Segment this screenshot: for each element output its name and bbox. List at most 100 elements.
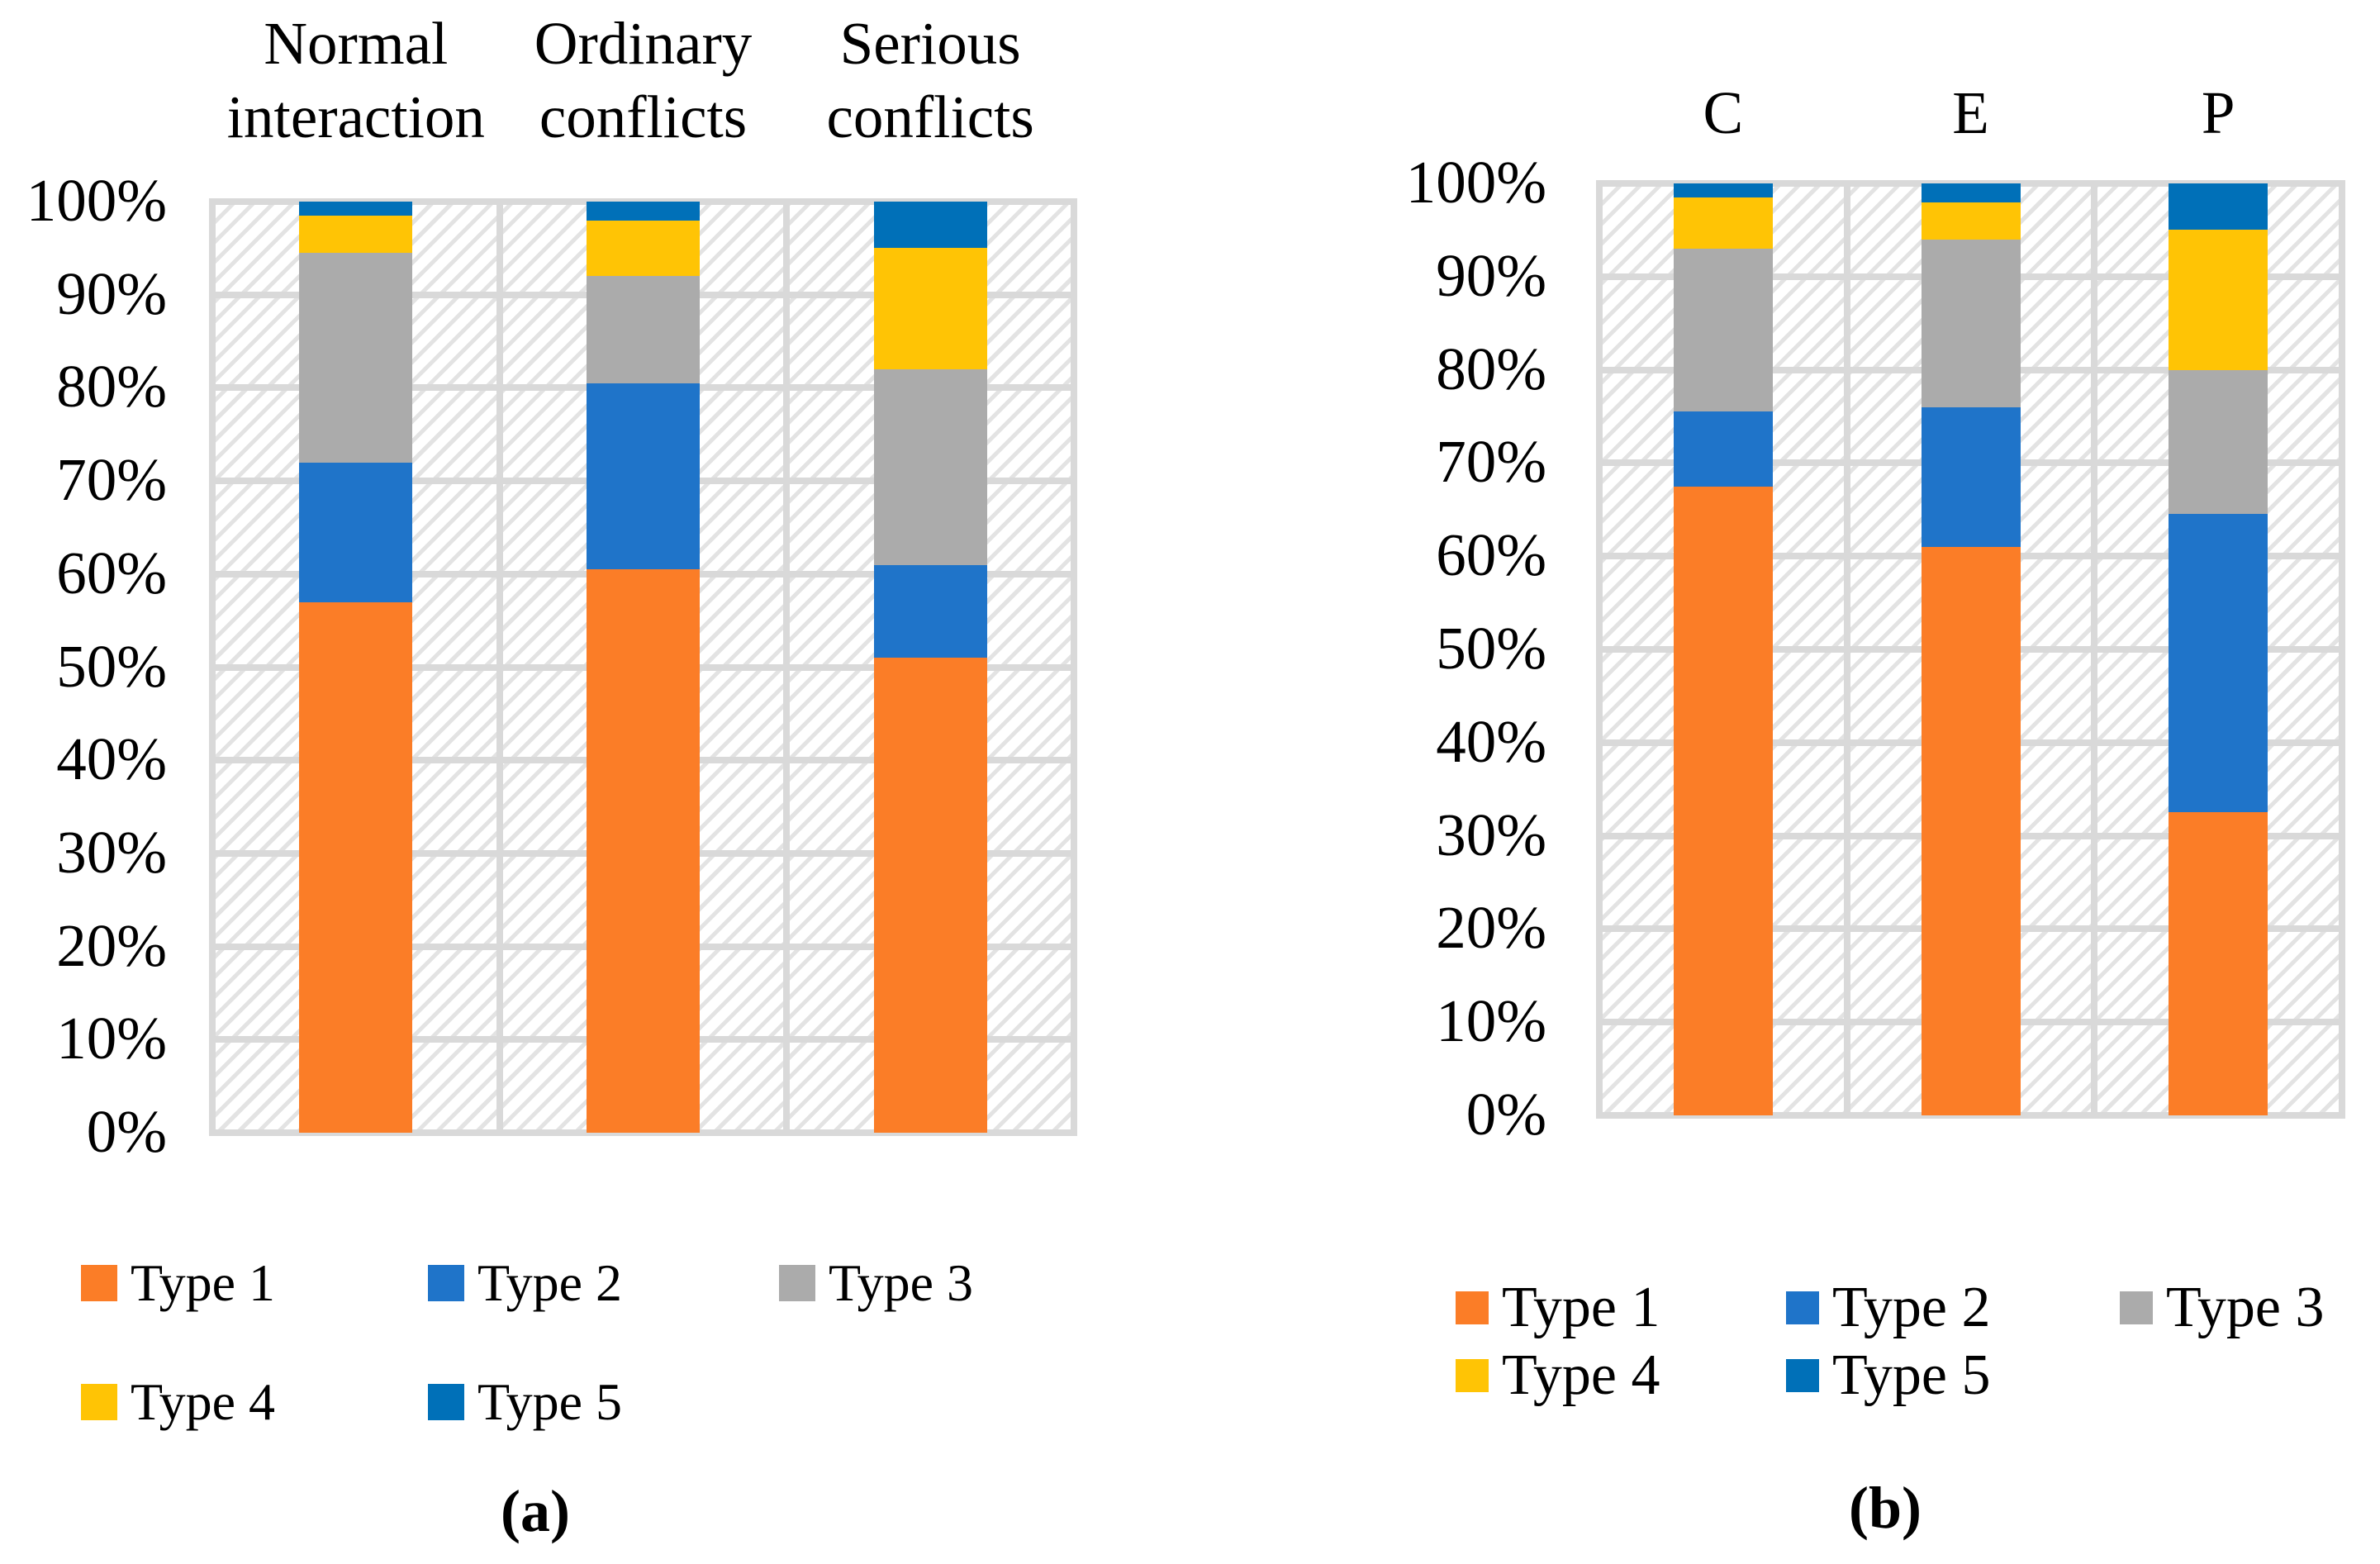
gridline-v-0 (1596, 180, 1603, 1119)
legend-item-type-1: Type 1 (81, 1253, 276, 1312)
segment-ordinary-conflicts-type-3 (587, 276, 700, 383)
y-tick-0: 0% (86, 1098, 167, 1166)
legend-item-type-4: Type 4 (1456, 1343, 1660, 1407)
segment-ordinary-conflicts-type-1 (587, 569, 700, 1133)
segment-c-type-4 (1673, 197, 1773, 249)
legend-swatch-type-1 (81, 1265, 117, 1301)
y-tick-40: 40% (1436, 707, 1546, 775)
segment-normal-interaction-type-2 (299, 462, 413, 602)
y-tick-80: 80% (56, 353, 167, 421)
legend-label-type-1: Type 1 (1502, 1276, 1660, 1339)
legend-swatch-type-3 (2120, 1291, 2153, 1324)
legend-item-type-3: Type 3 (779, 1253, 974, 1312)
y-tick-10: 10% (1436, 987, 1546, 1055)
segment-normal-interaction-type-3 (299, 252, 413, 463)
segment-serious-conflicts-type-4 (873, 248, 987, 369)
y-tick-60: 60% (56, 539, 167, 606)
segment-serious-conflicts-type-2 (873, 564, 987, 658)
segment-ordinary-conflicts-type-2 (587, 383, 700, 570)
legend-label-type-3: Type 3 (829, 1253, 974, 1312)
category-label-ordinary-conflicts: Ordinary conflicts (534, 10, 753, 151)
legend-label-type-4: Type 4 (1502, 1343, 1660, 1407)
segment-c-type-3 (1673, 248, 1773, 412)
legend-label-type-2: Type 2 (1832, 1276, 1991, 1339)
y-tick-30: 30% (1436, 801, 1546, 868)
legend-swatch-type-1 (1456, 1291, 1489, 1324)
segment-serious-conflicts-type-3 (873, 368, 987, 565)
legend-item-type-4: Type 4 (81, 1372, 276, 1431)
category-label-normal-interaction: Normal interaction (226, 10, 485, 151)
segment-e-type-4 (1921, 202, 2021, 240)
segment-c-type-5 (1673, 183, 1773, 197)
legend-swatch-type-4 (81, 1384, 117, 1420)
y-tick-70: 70% (56, 446, 167, 514)
legend-item-type-5: Type 5 (428, 1372, 623, 1431)
segment-p-type-3 (2169, 369, 2268, 515)
segment-e-type-5 (1921, 183, 2021, 202)
y-tick-10: 10% (56, 1005, 167, 1072)
y-tick-90: 90% (56, 259, 167, 327)
segment-p-type-2 (2169, 514, 2268, 813)
segment-ordinary-conflicts-type-5 (587, 202, 700, 221)
gridline-v-1 (496, 198, 503, 1136)
segment-normal-interaction-type-5 (299, 202, 413, 216)
segment-normal-interaction-type-1 (299, 601, 413, 1133)
y-tick-80: 80% (1436, 335, 1546, 402)
gridline-v-2 (783, 198, 791, 1136)
legend-item-type-3: Type 3 (2120, 1276, 2325, 1339)
segment-p-type-5 (2169, 183, 2268, 231)
panel-a-caption: (a) (501, 1478, 570, 1544)
segment-e-type-3 (1921, 239, 2021, 407)
segment-c-type-2 (1673, 411, 1773, 487)
segment-p-type-4 (2169, 230, 2268, 370)
y-tick-0: 0% (1466, 1081, 1546, 1148)
y-tick-30: 30% (56, 818, 167, 886)
segment-e-type-1 (1921, 546, 2021, 1115)
category-label-p: P (2201, 79, 2235, 146)
y-tick-50: 50% (56, 632, 167, 700)
gridline-v-3 (1071, 198, 1077, 1136)
category-label-c: C (1703, 79, 1744, 146)
legend-swatch-type-2 (1786, 1291, 1819, 1324)
legend-label-type-1: Type 1 (131, 1253, 276, 1312)
segment-p-type-1 (2169, 812, 2268, 1115)
y-tick-60: 60% (1436, 521, 1546, 589)
segment-normal-interaction-type-4 (299, 215, 413, 253)
y-tick-50: 50% (1436, 615, 1546, 682)
panel-b-caption: (b) (1849, 1475, 1922, 1541)
y-tick-100: 100% (26, 167, 167, 235)
y-tick-90: 90% (1436, 241, 1546, 309)
legend-item-type-1: Type 1 (1456, 1276, 1660, 1339)
gridline-v-2 (2091, 180, 2098, 1119)
segment-serious-conflicts-type-5 (873, 202, 987, 249)
legend-swatch-type-4 (1456, 1359, 1489, 1392)
legend-item-type-2: Type 2 (428, 1253, 623, 1312)
legend-item-type-5: Type 5 (1786, 1343, 1991, 1407)
segment-ordinary-conflicts-type-4 (587, 220, 700, 277)
legend-label-type-5: Type 5 (1832, 1343, 1991, 1407)
segment-serious-conflicts-type-1 (873, 658, 987, 1133)
y-tick-20: 20% (56, 911, 167, 979)
gridline-v-1 (1843, 180, 1850, 1119)
segment-c-type-1 (1673, 486, 1773, 1115)
legend-label-type-5: Type 5 (477, 1372, 623, 1431)
legend-item-type-2: Type 2 (1786, 1276, 1991, 1339)
legend-swatch-type-5 (1786, 1359, 1819, 1392)
gridline-h-0 (1596, 1112, 2345, 1119)
gridline-v-3 (2339, 180, 2345, 1119)
legend-swatch-type-3 (779, 1265, 815, 1301)
legend-label-type-3: Type 3 (2166, 1276, 2325, 1339)
gridline-h-0 (209, 1129, 1077, 1136)
legend-swatch-type-5 (428, 1384, 464, 1420)
category-label-serious-conflicts: Serious conflicts (826, 10, 1034, 151)
y-tick-40: 40% (56, 725, 167, 793)
legend-label-type-4: Type 4 (131, 1372, 276, 1431)
category-label-e: E (1952, 79, 1989, 146)
gridline-v-0 (209, 198, 216, 1136)
segment-e-type-2 (1921, 406, 2021, 547)
y-tick-20: 20% (1436, 894, 1546, 962)
y-tick-70: 70% (1436, 428, 1546, 496)
legend-swatch-type-2 (428, 1265, 464, 1301)
legend-label-type-2: Type 2 (477, 1253, 623, 1312)
